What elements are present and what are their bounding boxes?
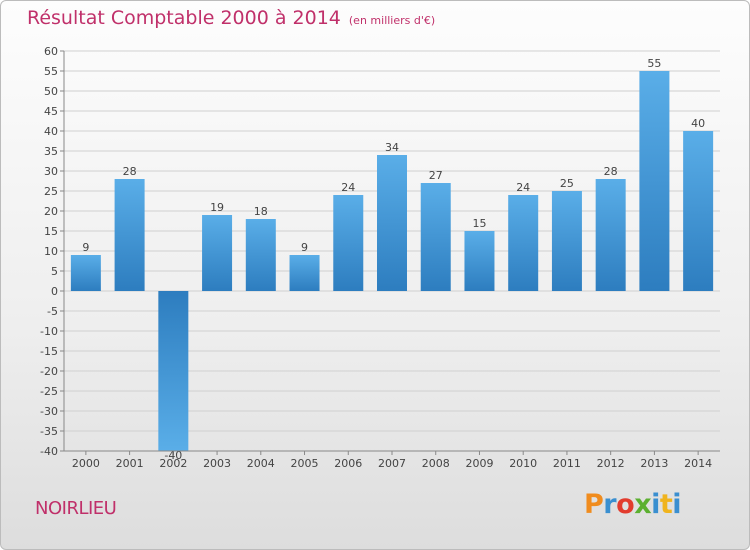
bar-2013: [639, 71, 670, 291]
bar-2008: [420, 183, 451, 291]
x-tick-label: 2012: [597, 457, 625, 470]
data-label-2005: 9: [301, 241, 308, 254]
y-tick-label: 45: [44, 105, 58, 118]
x-tick-label: 2001: [116, 457, 144, 470]
data-labels: 9 28 -40 19 18 9 24 34 27 15 24 25 28 55 40: [82, 57, 705, 462]
bar-2004: [245, 219, 276, 291]
y-tick-label: -20: [40, 365, 58, 378]
y-tick-label: 10: [44, 245, 58, 258]
bar-2010: [508, 195, 539, 291]
logo-letter: o: [616, 489, 635, 520]
x-tick-label: 2003: [203, 457, 231, 470]
y-tick-label: 15: [44, 225, 58, 238]
data-label-2001: 28: [123, 165, 137, 178]
y-tick-label: 50: [44, 85, 58, 98]
x-tick-label: 2013: [640, 457, 668, 470]
y-tick-label: 35: [44, 145, 58, 158]
y-tick-label: 40: [44, 125, 58, 138]
data-label-2010: 24: [516, 181, 530, 194]
y-tick-label: 0: [51, 285, 58, 298]
bar-2009: [464, 231, 495, 291]
data-label-2007: 34: [385, 141, 399, 154]
x-tick-label: 2005: [291, 457, 319, 470]
y-tick-label: -35: [40, 425, 58, 438]
bar-2002: [158, 291, 189, 451]
logo-letter: r: [603, 489, 617, 520]
data-label-2003: 19: [210, 201, 224, 214]
bars: [70, 71, 714, 451]
chart-subtitle: (en milliers d'€): [348, 14, 436, 27]
x-tick-label: 2011: [553, 457, 581, 470]
x-tick-label: 2004: [247, 457, 275, 470]
logo-letter: x: [634, 489, 652, 520]
logo-letter: i: [651, 489, 660, 520]
bar-2011: [551, 191, 582, 291]
y-tick-label: -40: [40, 445, 58, 458]
place-name: NOIRLIEU: [35, 498, 117, 519]
y-tick-label: 20: [44, 205, 58, 218]
y-tick-label: -30: [40, 405, 58, 418]
x-tick-label: 2006: [334, 457, 362, 470]
logo-letter: i: [672, 489, 682, 520]
chart-title: Résultat Comptable 2000 à 2014 (en millie…: [27, 7, 435, 29]
chart-title-text: Résultat Comptable 2000 à 2014: [27, 7, 341, 29]
x-tick-label: 2000: [72, 457, 100, 470]
data-label-2009: 15: [472, 217, 486, 230]
bar-2007: [377, 155, 407, 291]
x-tick-label: 2002: [159, 457, 187, 470]
data-label-2012: 28: [604, 165, 618, 178]
bar-2003: [202, 215, 233, 291]
x-axis-ticks: 2000 2001 2002 2003 2004 2005 2006 2007 2008 2009…: [72, 451, 712, 470]
data-label-2011: 25: [560, 177, 574, 190]
y-tick-label: 30: [44, 165, 58, 178]
y-tick-label: 25: [44, 185, 58, 198]
data-label-2006: 24: [341, 181, 355, 194]
bar-2014: [683, 131, 714, 291]
bar-2000: [70, 255, 101, 291]
bar-2001: [114, 179, 145, 291]
bar-2012: [595, 179, 626, 291]
data-label-2013: 55: [647, 57, 661, 70]
logo-letter: t: [659, 489, 673, 520]
data-label-2000: 9: [82, 241, 89, 254]
data-label-2008: 27: [429, 169, 443, 182]
y-tick-label: 55: [44, 65, 58, 78]
logo-letter: P: [584, 489, 604, 520]
x-tick-label: 2008: [422, 457, 450, 470]
y-tick-label: -15: [40, 345, 58, 358]
proxiti-logo: Proxiti: [584, 489, 682, 520]
y-tick-label: 60: [44, 45, 58, 58]
x-tick-label: 2010: [509, 457, 537, 470]
data-label-2004: 18: [254, 205, 268, 218]
bar-2006: [333, 195, 364, 291]
data-label-2002: -40: [164, 449, 182, 462]
y-axis-ticks: -40 -35 -30 -25 -20 -15 -10 -5 0 5 10 15 20 25 30 35 40 4…: [40, 45, 64, 458]
x-tick-label: 2009: [465, 457, 493, 470]
y-tick-label: -25: [40, 385, 58, 398]
x-tick-label: 2014: [684, 457, 712, 470]
bar-2005: [289, 255, 320, 291]
y-tick-label: -5: [47, 305, 58, 318]
y-tick-label: -10: [40, 325, 58, 338]
data-label-2014: 40: [691, 117, 705, 130]
x-tick-label: 2007: [378, 457, 406, 470]
y-tick-label: 5: [51, 265, 58, 278]
